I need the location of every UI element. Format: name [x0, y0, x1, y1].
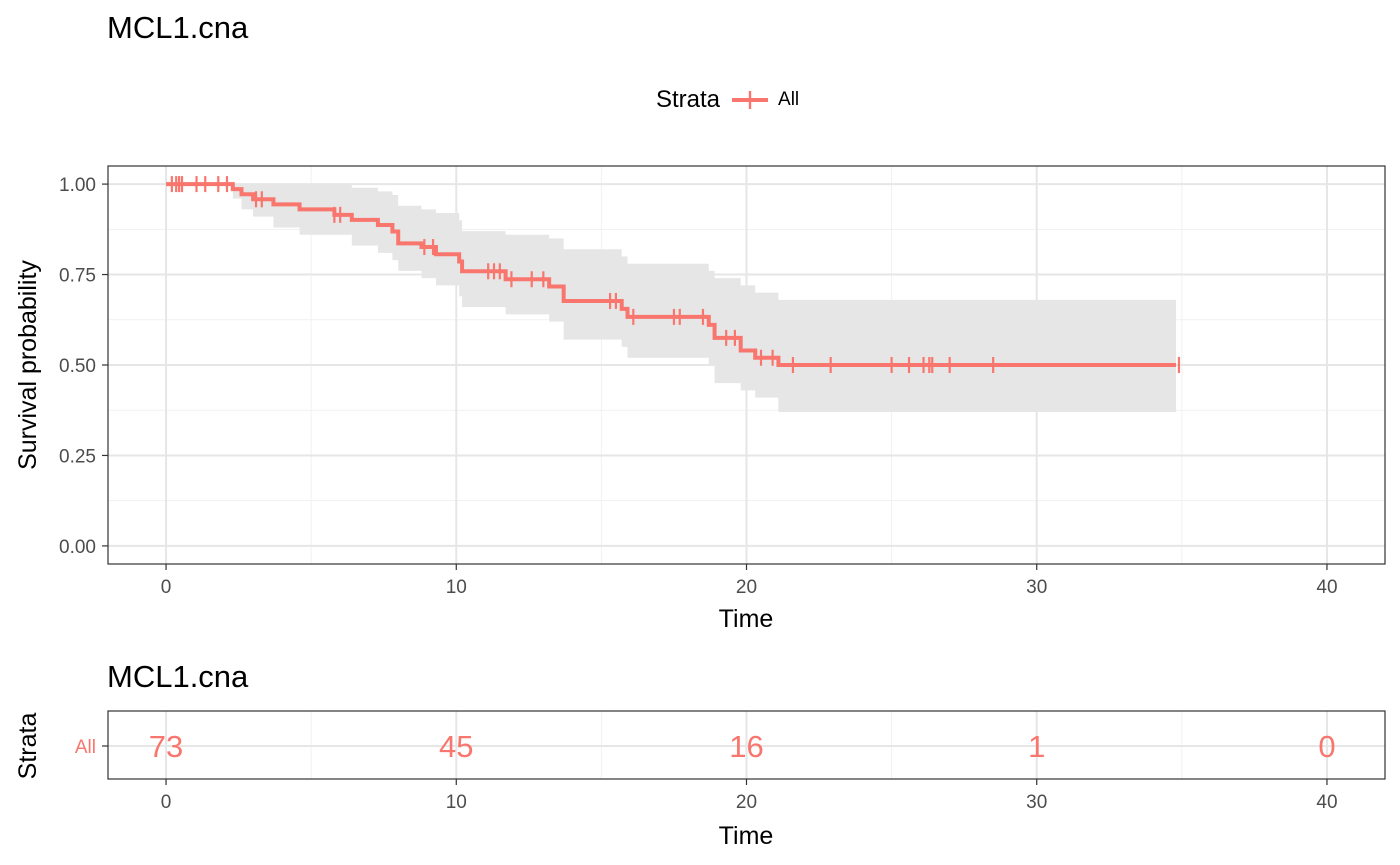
censor-marks [170, 176, 1181, 373]
risk-table-gridlines [108, 711, 1385, 779]
risk-table-title: MCL1.cna [107, 659, 249, 694]
survival-y-axis-title: Survival probability [14, 260, 42, 470]
survival-plot-title: MCL1.cna [107, 10, 249, 45]
survival-gridlines [108, 166, 1385, 564]
survival-x-axis-title: Time [719, 605, 774, 633]
risk-value: 73 [149, 729, 183, 764]
risk-x-tick-label: 10 [446, 792, 467, 813]
risk-table-y-axis: All [75, 737, 108, 758]
y-tick-label: 1.00 [59, 175, 96, 196]
risk-value: 0 [1318, 729, 1335, 764]
risk-strata-label: All [75, 737, 96, 758]
risk-value: 45 [439, 729, 473, 764]
legend-key [732, 91, 769, 109]
survival-y-axis: 0.00 0.25 0.50 0.75 1.00 [59, 175, 108, 558]
survival-plot: 0 10 20 30 40 0.00 0.25 0.50 0.75 1.00 Time Surv… [14, 165, 1386, 633]
risk-table-values: 73 45 16 1 0 [149, 729, 1336, 764]
legend: Strata All [656, 86, 799, 114]
risk-table-x-axis: 0 10 20 30 40 [161, 779, 1338, 813]
risk-table: 73 45 16 1 0 0 10 20 30 40 All Time Strata [14, 710, 1386, 850]
y-tick-label: 0.25 [59, 446, 96, 467]
x-tick-label: 10 [446, 577, 467, 598]
risk-x-tick-label: 30 [1026, 792, 1047, 813]
x-tick-label: 0 [161, 577, 172, 598]
x-tick-label: 20 [736, 577, 757, 598]
risk-table-y-axis-title: Strata [14, 713, 42, 780]
risk-value: 1 [1028, 729, 1045, 764]
x-tick-label: 40 [1316, 577, 1337, 598]
confidence-band [166, 184, 1177, 413]
y-tick-label: 0.50 [59, 356, 96, 377]
risk-x-tick-label: 40 [1316, 792, 1337, 813]
survival-curve-all [166, 182, 1177, 367]
risk-x-tick-label: 20 [736, 792, 757, 813]
y-tick-label: 0.75 [59, 266, 96, 287]
survival-curve [166, 182, 1177, 367]
confidence-band-area [166, 184, 1177, 413]
legend-label-all: All [778, 89, 800, 110]
survival-x-axis: 0 10 20 30 40 [161, 564, 1338, 598]
y-tick-label: 0.00 [59, 537, 96, 558]
legend-title: Strata [656, 86, 721, 113]
risk-x-tick-label: 0 [161, 792, 172, 813]
risk-value: 16 [729, 729, 763, 764]
x-tick-label: 30 [1026, 577, 1047, 598]
risk-table-x-axis-title: Time [719, 822, 774, 850]
